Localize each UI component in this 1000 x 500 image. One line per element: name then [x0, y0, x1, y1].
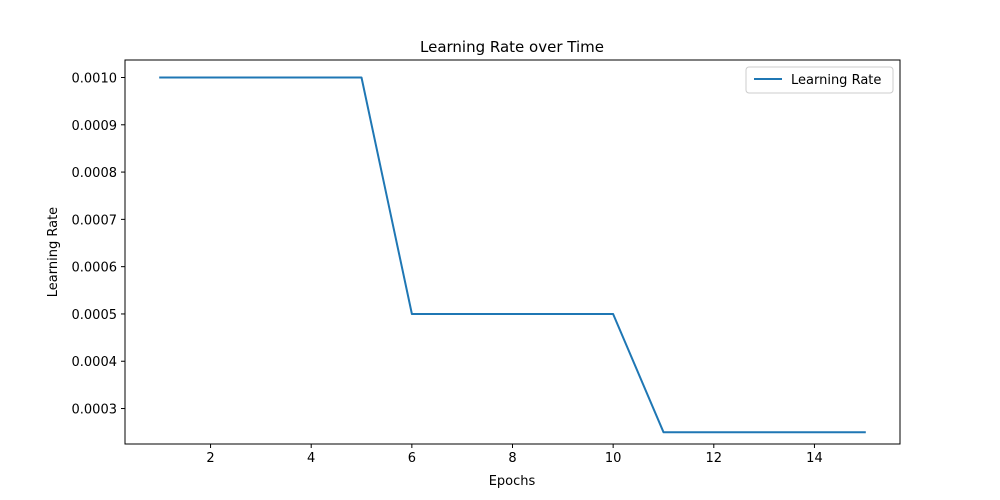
x-tick-label: 4: [307, 451, 315, 466]
x-tick-label: 14: [806, 451, 823, 466]
y-tick-label: 0.0008: [72, 166, 118, 181]
y-axis-title: Learning Rate: [46, 207, 61, 297]
x-tick-label: 8: [508, 451, 516, 466]
plot-area: [125, 60, 900, 444]
chart-title: Learning Rate over Time: [420, 38, 604, 56]
legend-label: Learning Rate: [791, 73, 881, 88]
legend: Learning Rate: [745, 66, 894, 94]
legend-box: [745, 66, 894, 94]
y-tick-label: 0.0006: [72, 261, 118, 276]
y-tick-label: 0.0003: [72, 403, 118, 418]
x-tick-label: 6: [408, 451, 416, 466]
y-axis-ticks: 0.0003 0.0004 0.0005 0.0006 0.0007 0.0008 0.00…: [72, 71, 125, 418]
y-tick-label: 0.0005: [72, 308, 118, 323]
y-tick-label: 0.0010: [72, 71, 118, 86]
series-line-0: [159, 76, 866, 434]
x-tick-label: 10: [605, 451, 622, 466]
x-axis-ticks: 2 4 6 8 10 12 14: [206, 444, 823, 466]
y-tick-label: 0.0007: [72, 213, 118, 228]
x-tick-label: 2: [206, 451, 214, 466]
x-axis-title: Epochs: [489, 474, 536, 489]
plot-frame: [124, 59, 901, 445]
x-tick-label: 12: [706, 451, 723, 466]
y-tick-label: 0.0004: [72, 355, 118, 370]
y-tick-label: 0.0009: [72, 119, 118, 134]
series-layer: [159, 76, 866, 434]
